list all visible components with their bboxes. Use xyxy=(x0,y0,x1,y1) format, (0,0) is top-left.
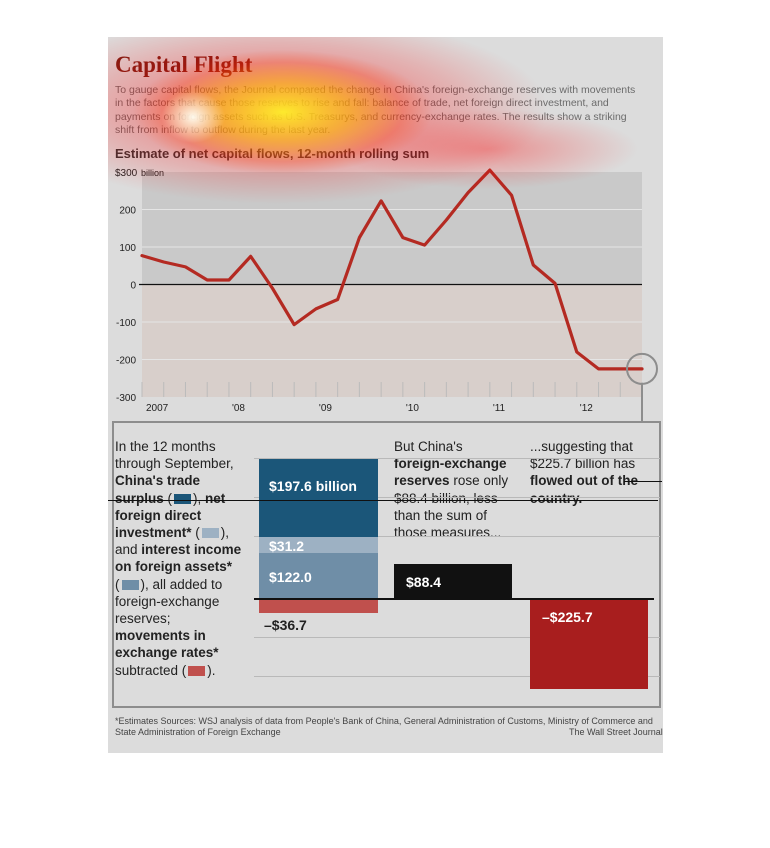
source-credit: The Wall Street Journal xyxy=(569,727,663,737)
p2-line-1: But China's xyxy=(394,439,463,454)
label-interest: $122.0 xyxy=(269,569,312,585)
strike-line-short xyxy=(624,481,662,482)
bar-outflow xyxy=(530,599,648,689)
p3-line-2: $225.7 billion has xyxy=(530,456,636,472)
panel-text-3: ...suggesting that $225.7 billion has fl… xyxy=(530,438,660,507)
footnote-sources: *Estimates Sources: WSJ analysis of data… xyxy=(115,716,653,737)
panel-rule xyxy=(254,676,660,677)
p1-subtracted: subtracted xyxy=(115,662,179,678)
x-tick-label: '09 xyxy=(319,403,332,414)
y-tick-label: 200 xyxy=(119,206,136,217)
panel-zero-line xyxy=(254,598,654,600)
bar-reserves xyxy=(394,564,512,599)
p1-line-2: through September, xyxy=(115,456,234,472)
p1-trade-surplus: surplus xyxy=(115,490,164,506)
panel-rule xyxy=(254,458,660,459)
label-trade: $197.6 billion xyxy=(269,478,357,494)
y-tick-label: $300 xyxy=(115,168,138,179)
panel-text-1: In the 12 months through September, Chin… xyxy=(115,439,242,678)
bottom-panel xyxy=(112,421,661,708)
plot-positive-area xyxy=(142,172,642,285)
p1-fx-reserves: foreign-exchange xyxy=(115,593,220,609)
p2-line-2: foreign-exchange xyxy=(394,456,507,472)
bar-trade-surplus xyxy=(259,459,378,537)
p2-line-6: those measures... xyxy=(394,525,502,541)
p1-investment: investment* xyxy=(115,525,192,541)
x-tick-label: '12 xyxy=(580,403,593,414)
y-tick-label: 100 xyxy=(119,243,136,254)
label-fx: –$36.7 xyxy=(264,617,307,633)
y-tick-label: 0 xyxy=(130,281,136,292)
y-tick-label: -200 xyxy=(116,356,136,367)
x-tick-label: '11 xyxy=(493,403,506,414)
p1-line-3: China's trade xyxy=(115,473,200,489)
p1-movements: movements in xyxy=(115,628,206,644)
p1-foreign-assets: on foreign assets* xyxy=(115,559,233,575)
panel-text-2: But China's foreign-exchange reserves ro… xyxy=(394,438,524,541)
p3-line-3: flowed out of the xyxy=(530,473,638,489)
p1-added: all added to xyxy=(152,576,223,592)
x-tick-label: 2007 xyxy=(146,403,169,414)
bar-fx xyxy=(259,599,378,613)
label-reserves: $88.4 xyxy=(406,574,442,590)
fx-swatch xyxy=(188,666,206,677)
p1-line-1: In the 12 months xyxy=(115,439,216,454)
p2-line-3: reserves xyxy=(394,473,450,489)
p1-and: and xyxy=(115,542,138,558)
p1-interest: interest income xyxy=(141,542,242,558)
panel-rule xyxy=(254,536,660,537)
interest-swatch xyxy=(121,580,139,591)
p1-fdi: foreign direct xyxy=(115,507,202,523)
y-axis-unit: billion xyxy=(141,168,164,178)
trade-swatch xyxy=(174,494,192,505)
fdi-swatch xyxy=(201,528,219,539)
p1-exchange-rates: exchange rates* xyxy=(115,645,219,661)
label-fdi: $31.2 xyxy=(269,538,305,554)
label-outflow: –$225.7 xyxy=(542,609,593,625)
panel-rule xyxy=(254,637,660,638)
x-tick-label: '08 xyxy=(232,403,245,414)
series-line xyxy=(140,168,644,371)
p3-line-4: country. xyxy=(530,490,583,506)
p2-rose: rose only xyxy=(453,473,509,489)
y-tick-label: -300 xyxy=(116,393,136,404)
p2-line-5: than the sum of xyxy=(394,507,488,523)
p2-line-4: $88.4 billion, less xyxy=(394,490,498,506)
panel-rule xyxy=(254,497,660,498)
strike-line xyxy=(108,500,658,501)
bar-interest xyxy=(259,553,378,599)
p1-reserves: reserves; xyxy=(115,611,171,627)
plot-negative-area xyxy=(142,284,642,397)
bar-fdi xyxy=(259,537,378,553)
p3-line-1: ...suggesting that xyxy=(530,439,633,454)
y-tick-label: -100 xyxy=(116,318,136,329)
p1-net: net xyxy=(205,490,226,506)
x-tick-label: '10 xyxy=(406,403,419,414)
